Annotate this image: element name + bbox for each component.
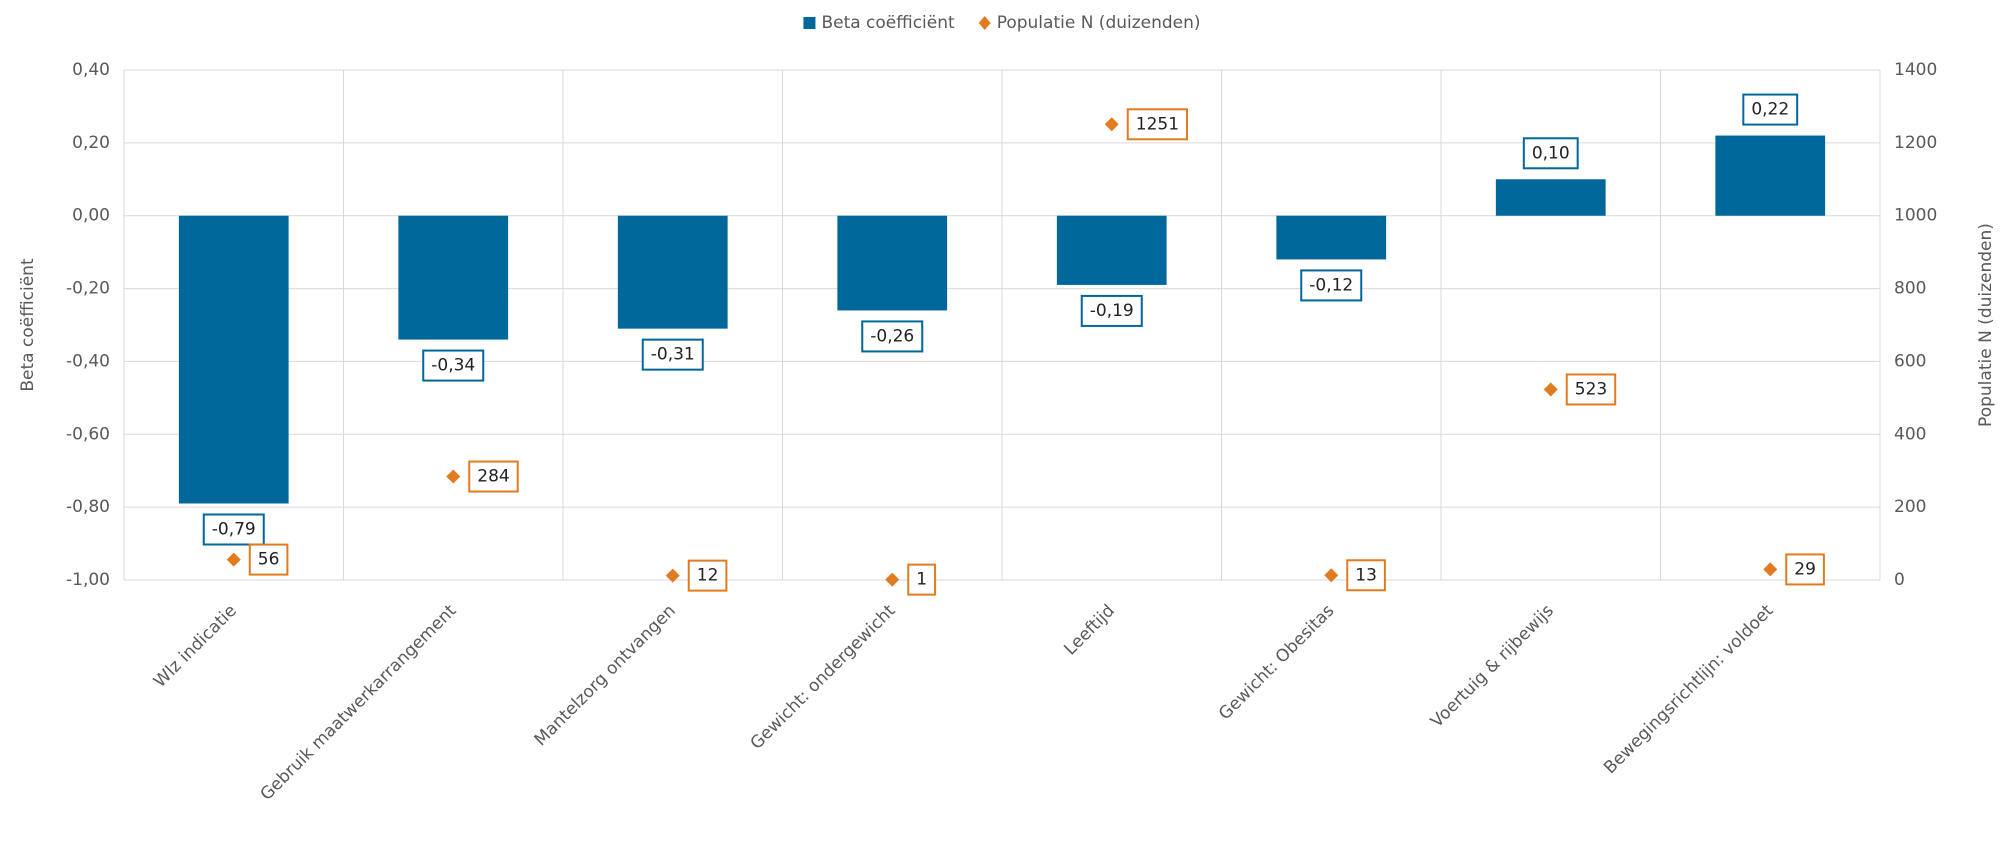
data-label: 12 (687, 559, 728, 592)
marker (1543, 382, 1558, 397)
data-label: -0,79 (202, 513, 265, 546)
y2-tick-label: 1000 (1894, 206, 1937, 226)
data-label-box (1785, 553, 1825, 586)
data-label-box (1742, 93, 1799, 126)
data-label-text: -0,34 (431, 356, 475, 376)
marker (1763, 562, 1778, 577)
data-label: -0,34 (422, 349, 485, 382)
data-label-box (1080, 294, 1143, 327)
marker (1324, 568, 1339, 583)
y2-tick-label: 1200 (1894, 133, 1937, 153)
y-tick-label: -0,80 (66, 497, 110, 517)
marker (226, 552, 241, 567)
data-label-text: 13 (1355, 565, 1377, 585)
y-axis-title: Beta coëfficiënt (18, 258, 38, 392)
data-label-text: -0,26 (870, 326, 914, 346)
x-tick-label: Gebruik maatwerkarrangement (257, 601, 461, 805)
bar (1495, 179, 1606, 216)
bar (178, 215, 289, 504)
x-tick-label: Leeftijd (1060, 601, 1118, 659)
data-label-text: -0,31 (651, 345, 695, 365)
data-label-box (1346, 559, 1386, 592)
data-label: -0,19 (1080, 294, 1143, 327)
y-tick-label: 0,40 (72, 60, 110, 80)
data-label-text: 12 (697, 566, 719, 586)
data-label-box (468, 460, 519, 493)
x-tick-label: Gewicht: Obesitas (1215, 601, 1338, 724)
data-label-text: 1251 (1136, 114, 1179, 134)
data-label: 0,10 (1522, 137, 1579, 170)
bar (1715, 135, 1826, 216)
legend-swatch (803, 17, 816, 29)
legend-item: Beta coëfficiënt (803, 13, 955, 33)
bar (1276, 215, 1387, 260)
x-tick-label: Wlz indicatie (150, 601, 241, 692)
data-label-text: 0,22 (1751, 100, 1789, 120)
data-label-text: 523 (1575, 379, 1607, 399)
data-label: 13 (1346, 559, 1386, 592)
data-label: 29 (1785, 553, 1825, 586)
data-label-text: 1 (916, 570, 927, 590)
data-label-box (248, 543, 289, 576)
data-label: 56 (248, 543, 289, 576)
data-label-text: 0,10 (1532, 143, 1570, 163)
legend-item: Populatie N (duizenden) (978, 13, 1201, 33)
data-label: 1 (907, 563, 937, 596)
data-label-box (1126, 108, 1189, 141)
y-tick-label: -0,60 (66, 424, 110, 444)
legend-label: Beta coëfficiënt (821, 13, 955, 33)
y-tick-label: -0,40 (66, 351, 110, 371)
data-label-box (641, 338, 704, 371)
bar (617, 215, 728, 329)
y-tick-label: -1,00 (66, 570, 110, 590)
marker (1104, 117, 1119, 132)
data-label-box (907, 563, 937, 596)
data-label: -0,26 (861, 320, 924, 353)
data-label-text: -0,79 (212, 520, 256, 540)
marker (885, 572, 900, 587)
y2-tick-label: 200 (1894, 497, 1926, 517)
x-tick-label: Voertuig & rijbewijs (1427, 601, 1558, 732)
legend: Beta coëfficiënt Populatie N (duizenden) (803, 13, 1201, 33)
y2-axis-title: Populatie N (duizenden) (1976, 223, 1996, 427)
data-label-box (687, 559, 728, 592)
data-label: 0,22 (1742, 93, 1799, 126)
data-label-box (861, 320, 924, 353)
x-tick-label: Bewegingsrichtlijn: voldoet (1600, 601, 1777, 778)
grid (123, 69, 1881, 581)
data-label: -0,31 (641, 338, 704, 371)
data-label: -0,12 (1300, 269, 1363, 302)
x-tick-label: Mantelzorg ontvangen (531, 601, 680, 750)
y2-tick-label: 800 (1894, 279, 1926, 299)
x-tick-label: Gewicht: ondergewicht (747, 601, 900, 754)
legend-label: Populatie N (duizenden) (997, 13, 1201, 33)
data-label-text: -0,12 (1309, 275, 1353, 295)
y2-tick-label: 1400 (1894, 60, 1937, 80)
data-label-box (1522, 137, 1579, 170)
data-label-box (422, 349, 485, 382)
y2-tick-label: 600 (1894, 351, 1926, 371)
y-tick-label: -0,20 (66, 279, 110, 299)
y-tick-label: 0,00 (72, 206, 110, 226)
marker (446, 469, 461, 484)
data-label: 1251 (1126, 108, 1189, 141)
data-label-text: 284 (477, 467, 509, 487)
data-label-text: 29 (1794, 559, 1816, 579)
data-label-box (202, 513, 265, 546)
y-tick-label: 0,20 (72, 133, 110, 153)
data-label-box (1300, 269, 1363, 302)
y2-tick-label: 0 (1894, 570, 1905, 590)
bar (398, 215, 509, 340)
data-label-text: -0,19 (1090, 301, 1134, 321)
data-label: 284 (468, 460, 519, 493)
data-label: 523 (1565, 373, 1617, 406)
bar (837, 215, 948, 311)
data-label-text: 56 (258, 550, 280, 570)
marker (665, 568, 680, 583)
y2-tick-label: 400 (1894, 424, 1926, 444)
legend-swatch (978, 16, 991, 30)
bar (1056, 215, 1167, 285)
data-label-box (1565, 373, 1617, 406)
